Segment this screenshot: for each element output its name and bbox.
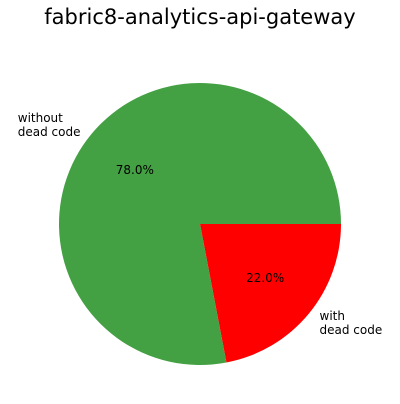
slice-label-1: without dead code [18,111,81,139]
pie-slice-1 [58,82,341,365]
slice-label-line-1-1: dead code [18,125,81,139]
chart-title: fabric8-analytics-api-gateway [44,5,355,29]
slice-label-line-1-0: without [18,111,63,125]
pct-label-1: 78.0% [116,163,154,177]
slice-label-line-0-1: dead code [320,323,383,337]
slice-label-0: with dead code [320,309,383,337]
pct-label-0: 22.0% [246,271,284,285]
pie-slice-0 [200,224,341,363]
slice-label-line-0-0: with [320,309,345,323]
slices-group [58,82,341,365]
